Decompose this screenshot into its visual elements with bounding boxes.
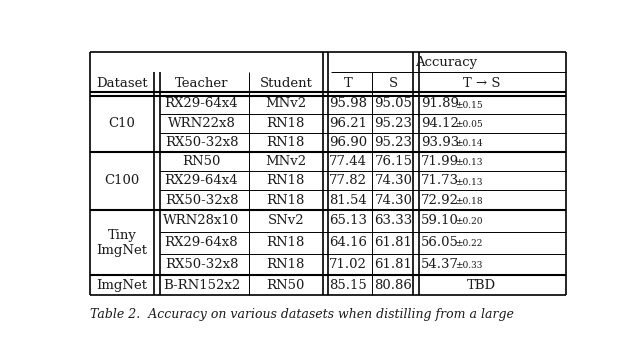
Text: B-RN152x2: B-RN152x2 xyxy=(163,279,240,291)
Text: 61.81: 61.81 xyxy=(374,258,412,271)
Text: Student: Student xyxy=(259,77,312,90)
Text: 95.98: 95.98 xyxy=(329,98,367,110)
Text: 77.82: 77.82 xyxy=(329,174,367,187)
Text: 65.13: 65.13 xyxy=(329,214,367,227)
Text: Teacher: Teacher xyxy=(175,77,228,90)
Text: 71.73: 71.73 xyxy=(421,174,460,187)
Text: RN18: RN18 xyxy=(267,194,305,206)
Text: RN18: RN18 xyxy=(267,117,305,130)
Text: ±0.15: ±0.15 xyxy=(455,101,483,110)
Text: ImgNet: ImgNet xyxy=(97,279,148,291)
Text: 77.44: 77.44 xyxy=(329,155,367,168)
Text: T: T xyxy=(344,77,352,90)
Text: RN50: RN50 xyxy=(267,279,305,291)
Text: 59.10: 59.10 xyxy=(421,214,459,227)
Text: RN18: RN18 xyxy=(267,236,305,249)
Text: C100: C100 xyxy=(104,174,140,187)
Text: RX29-64x4: RX29-64x4 xyxy=(164,174,238,187)
Text: Table 2.  Accuracy on various datasets when distilling from a large: Table 2. Accuracy on various datasets wh… xyxy=(90,308,514,321)
Text: 64.16: 64.16 xyxy=(329,236,367,249)
Text: 56.05: 56.05 xyxy=(421,236,459,249)
Text: TBD: TBD xyxy=(467,279,497,291)
Text: C10: C10 xyxy=(109,117,136,130)
Text: ±0.05: ±0.05 xyxy=(455,120,483,129)
Text: ±0.13: ±0.13 xyxy=(455,178,483,187)
Text: ±0.33: ±0.33 xyxy=(455,261,483,270)
Text: 85.15: 85.15 xyxy=(329,279,367,291)
Text: Dataset: Dataset xyxy=(97,77,148,90)
Text: 91.89: 91.89 xyxy=(421,98,460,110)
Text: 54.37: 54.37 xyxy=(421,258,460,271)
Text: RX29-64x4: RX29-64x4 xyxy=(164,98,238,110)
Text: 71.02: 71.02 xyxy=(329,258,367,271)
Text: 72.92: 72.92 xyxy=(421,194,460,206)
Text: ±0.20: ±0.20 xyxy=(455,218,483,227)
Text: ±0.13: ±0.13 xyxy=(455,159,483,168)
Text: RN18: RN18 xyxy=(267,174,305,187)
Text: S: S xyxy=(389,77,398,90)
Text: 61.81: 61.81 xyxy=(374,236,412,249)
Text: 95.23: 95.23 xyxy=(374,117,412,130)
Text: WRN22x8: WRN22x8 xyxy=(168,117,236,130)
Text: MNv2: MNv2 xyxy=(265,98,307,110)
Text: RX29-64x8: RX29-64x8 xyxy=(164,236,238,249)
Text: 76.15: 76.15 xyxy=(374,155,412,168)
Text: 96.90: 96.90 xyxy=(329,136,367,149)
Text: 93.93: 93.93 xyxy=(421,136,460,149)
Text: RX50-32x8: RX50-32x8 xyxy=(164,136,238,149)
Text: SNv2: SNv2 xyxy=(268,214,304,227)
Text: ±0.14: ±0.14 xyxy=(455,139,483,148)
Text: 81.54: 81.54 xyxy=(329,194,367,206)
Text: RX50-32x8: RX50-32x8 xyxy=(164,258,238,271)
Text: RN50: RN50 xyxy=(182,155,221,168)
Text: 71.99: 71.99 xyxy=(421,155,460,168)
Text: T → S: T → S xyxy=(463,77,500,90)
Text: RN18: RN18 xyxy=(267,258,305,271)
Text: 95.23: 95.23 xyxy=(374,136,412,149)
Text: Accuracy: Accuracy xyxy=(415,56,477,69)
Text: 94.12: 94.12 xyxy=(421,117,459,130)
Text: 96.21: 96.21 xyxy=(329,117,367,130)
Text: Tiny
ImgNet: Tiny ImgNet xyxy=(97,229,148,256)
Text: 74.30: 74.30 xyxy=(374,174,412,187)
Text: 63.33: 63.33 xyxy=(374,214,413,227)
Text: MNv2: MNv2 xyxy=(265,155,307,168)
Text: 74.30: 74.30 xyxy=(374,194,412,206)
Text: 80.86: 80.86 xyxy=(374,279,412,291)
Text: ±0.18: ±0.18 xyxy=(455,197,483,206)
Text: RX50-32x8: RX50-32x8 xyxy=(164,194,238,206)
Text: 95.05: 95.05 xyxy=(374,98,412,110)
Text: RN18: RN18 xyxy=(267,136,305,149)
Text: WRN28x10: WRN28x10 xyxy=(163,214,239,227)
Text: ±0.22: ±0.22 xyxy=(455,239,483,248)
